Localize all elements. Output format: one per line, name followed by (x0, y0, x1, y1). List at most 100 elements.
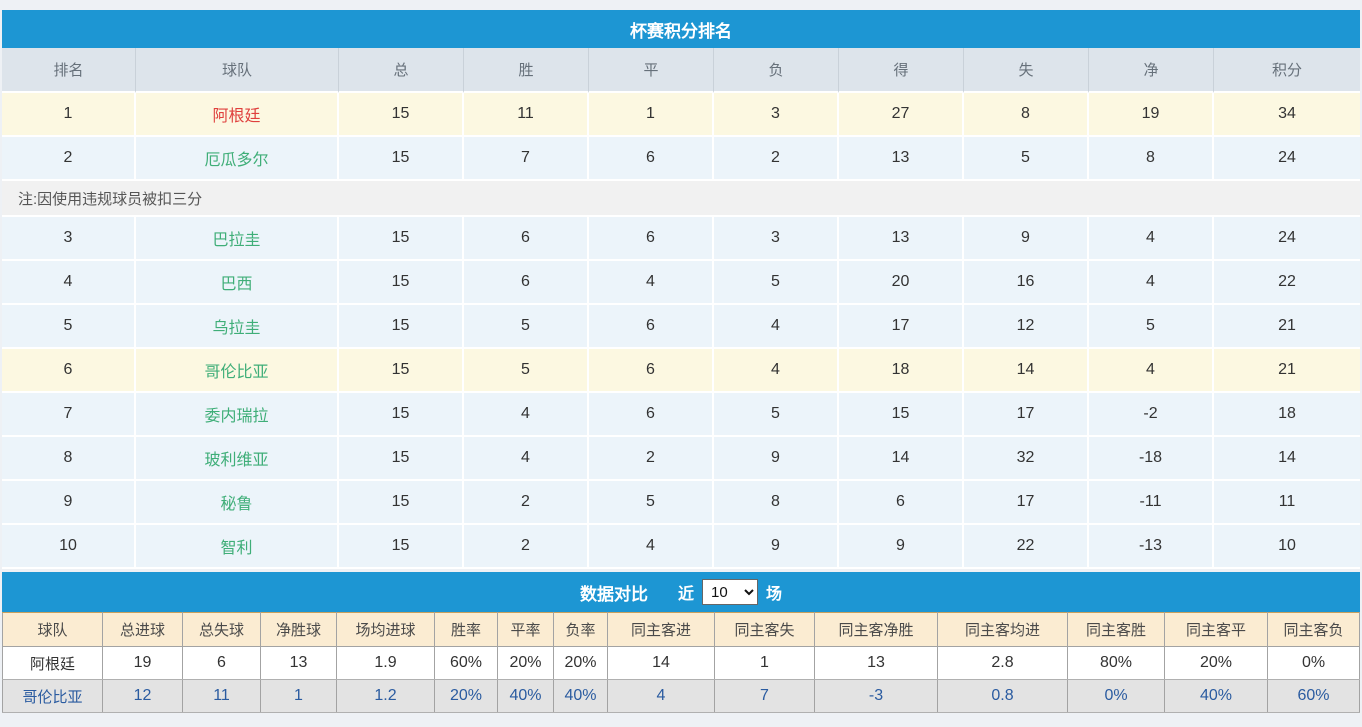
comparison-column-header: 总失球 (182, 612, 261, 647)
comparison-stat-cell: 40% (1164, 679, 1268, 713)
stat-cell: 17 (839, 305, 964, 349)
recent-matches-select[interactable]: 10 (702, 579, 758, 605)
comparison-stat-cell: 1 (714, 646, 815, 680)
standings-column-header: 平 (589, 48, 714, 93)
comparison-column-header: 同主客进 (607, 612, 715, 647)
comparison-column-header: 胜率 (434, 612, 498, 647)
comparison-stat-cell: 7 (714, 679, 815, 713)
stat-cell: 4 (589, 261, 714, 305)
stat-cell: -18 (1089, 437, 1214, 481)
stat-cell: 15 (339, 481, 464, 525)
stat-cell: 5 (589, 481, 714, 525)
stat-cell: 5 (464, 305, 589, 349)
comparison-stat-cell: 0.8 (937, 679, 1068, 713)
comparison-stat-cell: 19 (102, 646, 183, 680)
comparison-title: 数据对比 (579, 584, 648, 604)
stat-cell: 8 (1089, 137, 1214, 181)
comparison-header-row: 球队 总进球 总失球 净胜球 场均进球 胜率 平率 负率 同主客进 同主客失 同主客净胜 同主客均进同… (2, 612, 1360, 647)
stat-cell: 15 (339, 261, 464, 305)
note-text: 注:因使用违规球员被扣三分 (2, 181, 1360, 217)
stat-cell: 17 (964, 393, 1089, 437)
comparison-stat-cell: 40% (553, 679, 608, 713)
team-name[interactable]: 秘鲁 (136, 481, 339, 525)
comparison-column-header: 同主客净胜 (814, 612, 938, 647)
comparison-column-header: 净胜球 (260, 612, 337, 647)
stat-cell: 5 (464, 349, 589, 393)
team-name[interactable]: 哥伦比亚 (136, 349, 339, 393)
stat-cell: 4 (714, 305, 839, 349)
recent-label: 近 (677, 586, 694, 603)
comparison-column-header: 同主客失 (714, 612, 815, 647)
standings-column-header: 得 (839, 48, 964, 93)
team-name[interactable]: 厄瓜多尔 (136, 137, 339, 181)
comparison-stat-cell: 14 (607, 646, 715, 680)
stat-cell: -13 (1089, 525, 1214, 569)
comparison-stat-cell: 0% (1267, 646, 1360, 680)
standings-row: 4 巴西 15 6 4 5 20 16 4 22 (2, 261, 1360, 305)
stat-cell: 5 (964, 137, 1089, 181)
stat-cell: 22 (964, 525, 1089, 569)
stat-cell: 6 (589, 393, 714, 437)
comparison-stat-cell: 20% (434, 679, 498, 713)
stat-cell: 11 (464, 93, 589, 137)
rank-cell: 4 (2, 261, 136, 305)
rank-cell: 9 (2, 481, 136, 525)
standings-row: 2 厄瓜多尔 15 7 6 2 13 5 8 24 (2, 137, 1360, 181)
standings-column-header: 总 (339, 48, 464, 93)
comparison-stat-cell: 80% (1067, 646, 1165, 680)
comparison-title-bar: 数据对比 近 10 场 (2, 572, 1360, 612)
stat-cell: 15 (839, 393, 964, 437)
comparison-row: 哥伦比亚 12 11 1 1.2 20% 40% 40% 4 7 -3 0.8 0% 40% 60% (2, 679, 1360, 713)
comparison-stat-cell: 60% (1267, 679, 1360, 713)
team-name[interactable]: 智利 (136, 525, 339, 569)
standings-column-header: 积分 (1214, 48, 1360, 93)
standings-row: 3 巴拉圭 15 6 6 3 13 9 4 24 (2, 217, 1360, 261)
stat-cell: 9 (714, 437, 839, 481)
stat-cell: 9 (714, 525, 839, 569)
stat-cell: 4 (714, 349, 839, 393)
stat-cell: 32 (964, 437, 1089, 481)
team-name[interactable]: 巴西 (136, 261, 339, 305)
team-name[interactable]: 乌拉圭 (136, 305, 339, 349)
standings-title: 杯赛积分排名 (630, 21, 732, 41)
team-name[interactable]: 阿根廷 (136, 93, 339, 137)
comparison-stat-cell: 0% (1067, 679, 1165, 713)
comparison-column-header: 同主客均进 (937, 612, 1068, 647)
comparison-stat-cell: 20% (497, 646, 554, 680)
standings-row: 5 乌拉圭 15 5 6 4 17 12 5 21 (2, 305, 1360, 349)
stat-cell: 14 (839, 437, 964, 481)
comparison-stat-cell: 1.2 (336, 679, 435, 713)
team-name[interactable]: 巴拉圭 (136, 217, 339, 261)
stat-cell: 12 (964, 305, 1089, 349)
comparison-column-header: 球队 (2, 612, 103, 647)
stat-cell: 2 (714, 137, 839, 181)
stat-cell: 24 (1214, 137, 1360, 181)
stat-cell: 15 (339, 217, 464, 261)
standings-column-header: 净 (1089, 48, 1214, 93)
standings-row: 7 委内瑞拉 15 4 6 5 15 17 -2 18 (2, 393, 1360, 437)
stat-cell: 15 (339, 305, 464, 349)
stat-cell: 14 (1214, 437, 1360, 481)
page-container: 杯赛积分排名 排名 球队总胜平负得失净积分 1 阿根廷 15 11 1 3 27 8 19 34 2 厄… (2, 10, 1360, 713)
comparison-stat-cell: 20% (553, 646, 608, 680)
stat-cell: 5 (1089, 305, 1214, 349)
team-name[interactable]: 玻利维亚 (136, 437, 339, 481)
standings-body: 1 阿根廷 15 11 1 3 27 8 19 34 2 厄瓜多尔 15 7 6 2 13 5 8 24 注:因使用违规… (2, 93, 1360, 569)
stat-cell: 9 (839, 525, 964, 569)
stat-cell: 3 (714, 217, 839, 261)
comparison-stat-cell: 20% (1164, 646, 1268, 680)
rank-cell: 7 (2, 393, 136, 437)
standings-column-header: 排名 (2, 48, 136, 93)
stat-cell: 15 (339, 393, 464, 437)
comparison-stat-cell: 1.9 (336, 646, 435, 680)
rank-cell: 1 (2, 93, 136, 137)
rank-cell: 8 (2, 437, 136, 481)
stat-cell: 2 (464, 481, 589, 525)
team-name[interactable]: 委内瑞拉 (136, 393, 339, 437)
comparison-column-header: 同主客胜 (1067, 612, 1165, 647)
comparison-column-header: 同主客负 (1267, 612, 1360, 647)
stat-cell: 3 (714, 93, 839, 137)
rank-cell: 5 (2, 305, 136, 349)
stat-cell: 18 (839, 349, 964, 393)
comparison-row: 阿根廷 19 6 13 1.9 60% 20% 20% 14 1 13 2.8 80% 20% 0% (2, 646, 1360, 680)
